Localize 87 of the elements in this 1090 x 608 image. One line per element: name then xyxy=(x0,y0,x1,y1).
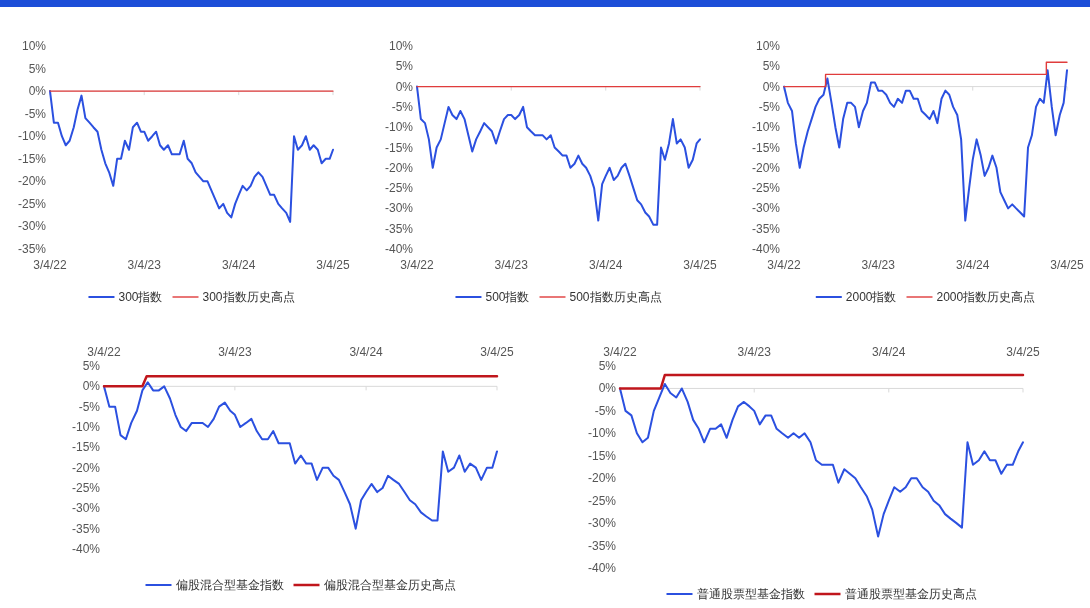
line-series xyxy=(103,381,498,530)
legend-label: 300指数历史高点 xyxy=(202,290,295,304)
x-tick-label: 3/4/22 xyxy=(87,345,121,359)
y-tick-label: -35% xyxy=(751,221,781,236)
x-tick-label: 3/4/25 xyxy=(1050,258,1084,272)
y-tick-label: -35% xyxy=(384,221,414,236)
y-tick-label: -15% xyxy=(17,151,47,166)
y-tick-label: 0% xyxy=(395,79,414,94)
x-tick-label: 3/4/24 xyxy=(872,345,906,359)
y-tick-label: -20% xyxy=(751,160,781,175)
y-tick-label: 5% xyxy=(598,359,617,373)
y-tick-label: 5% xyxy=(28,61,47,76)
x-tick-label: 3/4/24 xyxy=(222,258,256,272)
y-tick-label: -40% xyxy=(71,542,101,556)
y-tick-label: -15% xyxy=(587,448,617,463)
y-tick-label: -20% xyxy=(587,471,617,486)
y-tick-label: -35% xyxy=(71,521,101,536)
y-tick-label: -15% xyxy=(384,140,414,155)
y-tick-label: -40% xyxy=(587,561,617,575)
y-tick-label: 0% xyxy=(28,84,47,99)
y-tick-label: 0% xyxy=(82,379,101,394)
x-tick-label: 3/4/22 xyxy=(603,345,637,359)
y-tick-label: -30% xyxy=(384,201,414,216)
legend-label: 500指数 xyxy=(485,290,530,304)
y-tick-label: -5% xyxy=(391,99,414,114)
y-tick-label: -15% xyxy=(751,140,781,155)
x-tick-label: 3/4/24 xyxy=(956,258,990,272)
x-tick-label: 3/4/25 xyxy=(1006,345,1040,359)
legend-label: 2000指数历史高点 xyxy=(936,290,1036,304)
x-tick-label: 3/4/23 xyxy=(127,258,162,272)
line-series xyxy=(619,382,1024,538)
y-tick-label: -5% xyxy=(758,99,781,114)
y-tick-label: 10% xyxy=(755,39,781,53)
line-series xyxy=(49,90,334,223)
legend-label: 普通股票型基金指数 xyxy=(696,587,805,601)
x-tick-label: 3/4/23 xyxy=(861,258,896,272)
x-tick-label: 3/4/25 xyxy=(316,258,350,272)
y-tick-label: -40% xyxy=(751,242,781,256)
y-tick-label: -25% xyxy=(384,181,414,196)
y-tick-label: -25% xyxy=(751,181,781,196)
legend-label: 普通股票型基金历史高点 xyxy=(844,587,977,601)
y-tick-label: 0% xyxy=(762,79,781,94)
x-tick-label: 3/4/23 xyxy=(737,345,772,359)
y-tick-label: -5% xyxy=(78,399,101,414)
y-tick-label: -15% xyxy=(71,440,101,455)
x-tick-label: 3/4/22 xyxy=(400,258,434,272)
y-tick-label: -30% xyxy=(17,219,47,234)
x-tick-label: 3/4/24 xyxy=(589,258,623,272)
y-tick-label: -20% xyxy=(17,174,47,189)
x-tick-label: 3/4/25 xyxy=(683,258,717,272)
x-tick-label: 3/4/22 xyxy=(767,258,801,272)
x-tick-label: 3/4/25 xyxy=(480,345,514,359)
line-series xyxy=(416,85,701,226)
y-tick-label: 10% xyxy=(21,39,47,53)
line-series xyxy=(783,69,1068,222)
y-tick-label: -10% xyxy=(587,426,617,441)
legend-label: 偏股混合型基金指数 xyxy=(175,578,284,592)
y-tick-label: -10% xyxy=(17,129,47,144)
legend-label: 300指数 xyxy=(118,290,163,304)
y-tick-label: 5% xyxy=(762,59,781,74)
y-tick-label: -5% xyxy=(24,106,47,121)
y-tick-label: -25% xyxy=(71,481,101,495)
legend-label: 500指数历史高点 xyxy=(569,290,662,304)
y-tick-label: -35% xyxy=(587,538,617,553)
y-tick-label: -10% xyxy=(71,420,101,434)
y-tick-label: -20% xyxy=(384,160,414,175)
x-tick-label: 3/4/22 xyxy=(33,258,67,272)
x-tick-label: 3/4/23 xyxy=(218,345,252,359)
y-tick-label: 10% xyxy=(388,39,414,53)
y-tick-label: -30% xyxy=(751,201,781,216)
y-tick-label: -20% xyxy=(71,460,101,475)
x-tick-label: 3/4/23 xyxy=(494,258,529,272)
y-tick-label: -25% xyxy=(17,196,47,211)
y-tick-label: -40% xyxy=(384,242,414,256)
y-tick-label: -10% xyxy=(751,120,781,135)
y-tick-label: -10% xyxy=(384,120,414,135)
legend-label: 2000指数 xyxy=(845,290,897,304)
y-tick-label: -30% xyxy=(71,501,101,516)
legend-label: 偏股混合型基金历史高点 xyxy=(323,578,456,592)
x-tick-label: 3/4/24 xyxy=(349,345,384,359)
y-tick-label: 5% xyxy=(395,59,414,74)
y-tick-label: 0% xyxy=(598,381,617,396)
y-tick-label: -25% xyxy=(587,493,617,508)
y-tick-label: 5% xyxy=(82,359,101,373)
y-tick-label: -30% xyxy=(587,516,617,531)
y-tick-label: -35% xyxy=(17,242,47,256)
y-tick-label: -5% xyxy=(594,403,617,418)
